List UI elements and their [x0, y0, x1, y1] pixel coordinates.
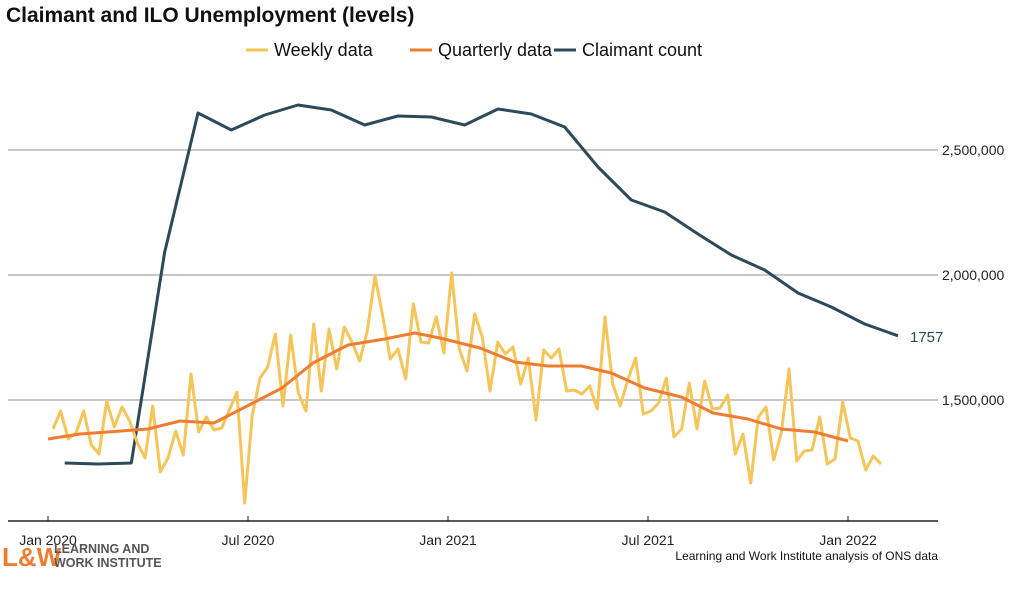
legend-label: Quarterly data [438, 40, 553, 60]
x-tick-label: Jan 2020 [19, 532, 77, 548]
x-tick-label: Jan 2022 [819, 532, 877, 548]
y-tick-label: 1,500,000 [942, 392, 1004, 408]
x-tick-label: Jul 2020 [222, 532, 275, 548]
chart-title: Claimant and ILO Unemployment (levels) [6, 4, 415, 27]
legend-label: Weekly data [274, 40, 374, 60]
series-line-weekly-data [51, 271, 883, 505]
y-tick-label: 2,500,000 [942, 142, 1004, 158]
x-tick-label: Jul 2021 [622, 532, 675, 548]
series-line-quarterly-data [47, 331, 849, 443]
legend-label: Claimant count [582, 40, 702, 60]
series-line-claimant-count [64, 103, 899, 466]
y-tick-label: 2,000,000 [942, 267, 1004, 283]
logo-line2: WORK INSTITUTE [54, 556, 162, 570]
claimant-end-label: 1757 [910, 329, 943, 346]
lw-logo: L&W LEARNING AND WORK INSTITUTE [2, 542, 162, 572]
source-caption: Learning and Work Institute analysis of … [675, 549, 938, 563]
logo-mark: L&W [2, 542, 62, 572]
x-tick-label: Jan 2021 [419, 532, 477, 548]
logo-line1: LEARNING AND [54, 542, 149, 556]
legend: Weekly data Quarterly data Claimant count [246, 40, 702, 60]
